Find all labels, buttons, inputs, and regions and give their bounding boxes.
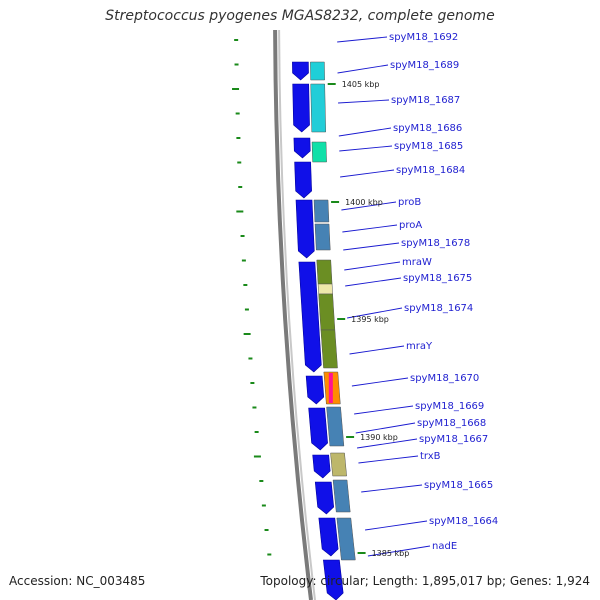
- strand-arrow: [292, 83, 310, 133]
- accession-label: Accession: NC_003485: [9, 574, 146, 588]
- kbp-label: 1395 kbp: [351, 315, 389, 324]
- gene-label: spyM18_1669: [415, 401, 484, 412]
- label-connector: [344, 261, 401, 271]
- label-connector: [358, 455, 419, 464]
- gene-label: spyM18_1670: [410, 373, 479, 384]
- gene-block-nadE: [336, 517, 356, 561]
- label-connector: [345, 277, 402, 287]
- label-connector: [357, 438, 418, 449]
- label-connector: [338, 127, 392, 137]
- strand-arrow: [318, 517, 339, 557]
- gene-label: spyM18_1684: [396, 165, 465, 176]
- label-connector: [342, 224, 398, 233]
- label-connector: [351, 377, 409, 387]
- gene-block-spyM18_1685: [311, 141, 327, 163]
- label-connector: [338, 99, 390, 104]
- gene-block-stripe: [328, 373, 333, 403]
- gene-label: spyM18_1692: [389, 32, 458, 43]
- label-connector: [341, 201, 397, 211]
- strand-arrow: [295, 199, 315, 259]
- gene-label: spyM18_1678: [401, 238, 470, 249]
- strand-arrows: [292, 61, 344, 600]
- strand-arrow: [294, 161, 312, 199]
- gene-block-proB: [313, 199, 330, 223]
- gene-blocks: [310, 61, 356, 561]
- gene-label: spyM18_1668: [417, 418, 486, 429]
- label-connector: [347, 307, 403, 319]
- strand-arrow: [298, 261, 322, 373]
- gene-label: mraY: [406, 341, 433, 352]
- gene-label: proA: [399, 220, 422, 231]
- gene-label: spyM18_1674: [404, 303, 473, 314]
- gene-label: proB: [398, 197, 421, 208]
- kbp-label: 1405 kbp: [342, 80, 380, 89]
- gene-block-spyM18_1689: [310, 61, 325, 81]
- strand-arrow: [308, 407, 328, 451]
- strand-arrow: [305, 375, 325, 405]
- gene-label: nadE: [432, 541, 457, 552]
- gene-block-spyM18_1674: [318, 293, 336, 331]
- genome-title: Streptococcus pyogenes MGAS8232, complet…: [105, 8, 495, 24]
- backbone-highlight: [278, 29, 316, 600]
- gene-label: spyM18_1675: [403, 273, 472, 284]
- label-connector: [361, 484, 423, 493]
- backbone-line: [273, 29, 313, 600]
- genome-stats: Topology: circular; Length: 1,895,017 bp…: [260, 574, 590, 588]
- label-connector: [339, 145, 393, 152]
- gene-block-trxB: [330, 452, 347, 477]
- strand-arrow: [293, 137, 311, 159]
- gene-label: trxB: [420, 451, 441, 462]
- gene-label: spyM18_1689: [390, 60, 459, 71]
- gene-label: spyM18_1665: [424, 480, 493, 491]
- gene-label: spyM18_1664: [429, 516, 498, 527]
- label-connector: [337, 64, 389, 74]
- gene-block-spyM18_1675: [317, 283, 333, 295]
- gene-block-mraY: [320, 329, 338, 369]
- tick-marks: [232, 39, 272, 556]
- gene-label: spyM18_1686: [393, 123, 462, 134]
- strand-arrow: [314, 481, 335, 515]
- gene-labels: spyM18_1692 spyM18_1689 spyM18_1687 spyM18_…: [337, 32, 498, 557]
- label-connector: [337, 36, 388, 43]
- label-connector: [340, 169, 395, 178]
- strand-arrow: [292, 61, 309, 81]
- label-connector: [365, 520, 428, 531]
- gene-label: mraW: [402, 257, 432, 268]
- kbp-label: 1385 kbp: [372, 549, 410, 558]
- label-connector: [367, 545, 431, 557]
- gene-label: spyM18_1667: [419, 434, 488, 445]
- strand-arrow: [312, 454, 331, 479]
- position-markers: 1405 kbp 1400 kbp 1395 kbp 1390 kbp 1385 kbp: [327, 80, 410, 558]
- kbp-label: 1390 kbp: [360, 433, 398, 442]
- gene-block-proA: [314, 223, 331, 251]
- gene-block-spyM18_1669: [326, 406, 345, 447]
- gene-block-spyM18_1687: [310, 83, 326, 133]
- gene-label: spyM18_1687: [391, 95, 460, 106]
- label-connector: [354, 405, 414, 415]
- label-connector: [343, 242, 400, 251]
- strand-arrow: [323, 559, 344, 600]
- kbp-label: 1400 kbp: [345, 198, 383, 207]
- gene-label: spyM18_1685: [394, 141, 463, 152]
- gene-block-spyM18_1665: [332, 479, 351, 513]
- label-connector: [349, 345, 405, 355]
- label-connector: [355, 422, 416, 434]
- gene-block-mraW: [316, 259, 333, 285]
